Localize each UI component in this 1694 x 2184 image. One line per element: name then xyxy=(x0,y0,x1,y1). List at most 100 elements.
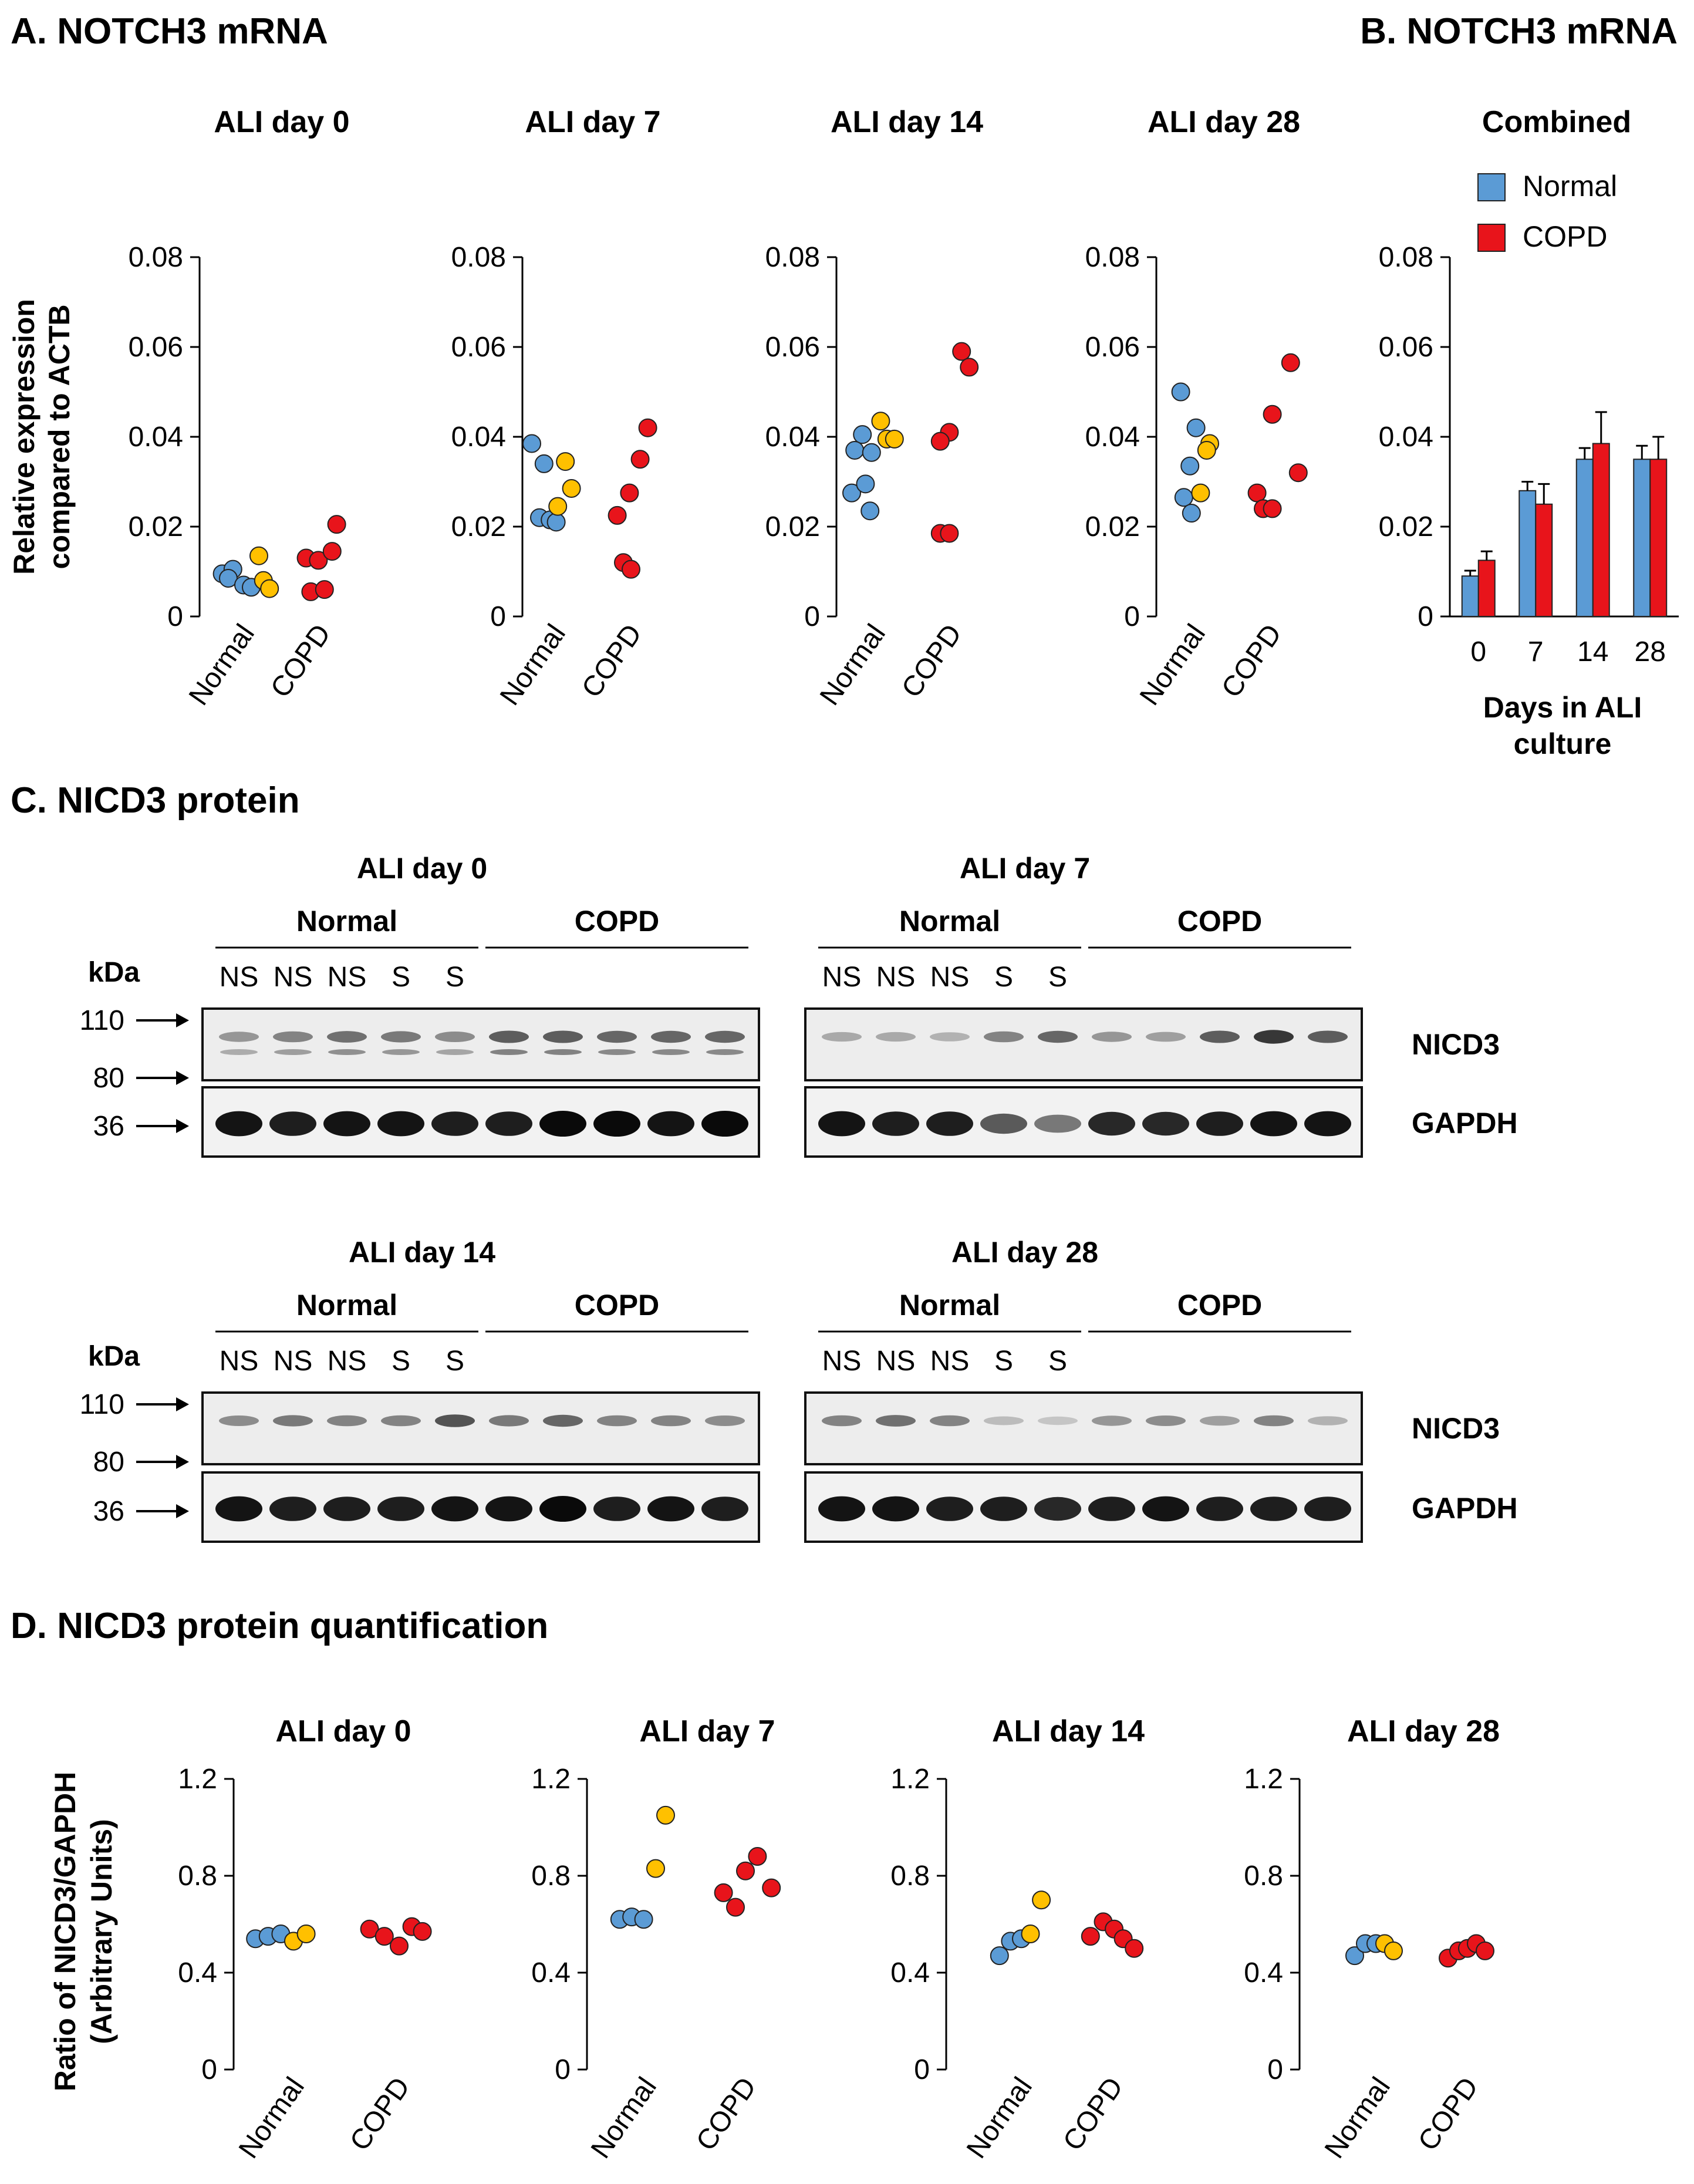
data-point xyxy=(546,513,566,532)
y-tick-label: 0.06 xyxy=(129,332,183,363)
data-point xyxy=(630,450,650,469)
nicd3-membrane xyxy=(804,1007,1363,1081)
kda-marker-label: 36 xyxy=(93,1111,124,1142)
y-tick-label: 0.08 xyxy=(129,242,183,273)
gapdh-band xyxy=(269,1497,316,1521)
y-tick-label: 0 xyxy=(1267,2054,1283,2085)
data-point xyxy=(842,483,861,503)
bar xyxy=(1633,459,1651,617)
gapdh-band xyxy=(980,1113,1027,1134)
cat-copd-label: COPD xyxy=(344,2072,416,2156)
chart-d1: ALI day 0 0 0.4 0.8 1.2 Normal COPD Ratio of NI… xyxy=(49,1714,432,2164)
lane-label: S xyxy=(446,1346,464,1377)
chart-a3: ALI day 14 0 0.02 0.04 0.06 0.08 Normal COPD xyxy=(765,105,984,711)
chart-title: ALI day 7 xyxy=(525,105,660,139)
chart-title: ALI day 14 xyxy=(831,105,983,139)
gapdh-band xyxy=(539,1496,586,1522)
nicd3-band xyxy=(220,1049,258,1055)
nicd3-band xyxy=(435,1414,475,1427)
y-tick-label: 0.02 xyxy=(1379,511,1433,542)
gapdh-band xyxy=(1088,1111,1135,1136)
data-point xyxy=(249,546,268,565)
western-blot: ALI day 7 Normal COPD NS NS NS S S NICD3 GAPDH xyxy=(804,852,1518,1158)
nicd3-band xyxy=(1200,1415,1240,1426)
nicd3-membrane xyxy=(201,1391,760,1465)
chart-b: Combined 0 0.02 0.04 0.06 0.08 0 7 14 28 Days in A… xyxy=(1379,105,1679,760)
blot-title: ALI day 7 xyxy=(960,852,1090,885)
y-tick-label: 0.02 xyxy=(1085,511,1140,542)
y-tick-label: 0 xyxy=(201,2054,217,2085)
y-tick-label: 0.04 xyxy=(1085,422,1140,453)
data-point xyxy=(296,1925,316,1943)
nicd3-band xyxy=(543,1414,583,1427)
data-point xyxy=(309,551,328,570)
gapdh-band xyxy=(1196,1111,1243,1136)
lane-label: S xyxy=(1048,962,1067,993)
y-tick-label: 0.02 xyxy=(451,511,506,542)
y-tick-label: 1.2 xyxy=(890,1764,930,1795)
gapdh-band xyxy=(926,1497,973,1521)
chart-a1: ALI day 0 0 0.02 0.04 0.06 0.08 Normal COPD Rela… xyxy=(8,105,350,711)
lane-label: NS xyxy=(876,1346,916,1377)
nicd3-band xyxy=(274,1049,312,1055)
data-point xyxy=(1281,353,1300,372)
data-point xyxy=(656,1805,675,1825)
y-tick-label: 0.06 xyxy=(765,332,820,363)
chart-d2: ALI day 7 0 0.4 0.8 1.2 Normal COPD xyxy=(531,1714,781,2164)
y-tick-label: 0.4 xyxy=(1244,1957,1283,1988)
data-point xyxy=(1288,463,1308,483)
band-label-gapdh: GAPDH xyxy=(1412,1107,1518,1140)
y-tick-label: 0.02 xyxy=(765,511,820,542)
nicd3-band xyxy=(1038,1030,1078,1043)
data-point xyxy=(1032,1890,1051,1910)
lane-label: NS xyxy=(274,1346,313,1377)
gapdh-band xyxy=(818,1111,865,1137)
cat-copd-label: COPD xyxy=(576,619,648,703)
marker-arrowhead xyxy=(176,1119,189,1133)
marker-arrowhead xyxy=(176,1071,189,1085)
gapdh-band xyxy=(818,1496,865,1522)
gapdh-band xyxy=(323,1497,370,1521)
band-label-gapdh: GAPDH xyxy=(1412,1492,1518,1525)
lane-label: NS xyxy=(220,962,259,993)
kda-header: kDa xyxy=(88,1341,140,1372)
data-point xyxy=(646,1859,665,1878)
data-point xyxy=(556,452,575,471)
nicd3-band xyxy=(381,1415,421,1427)
gapdh-band xyxy=(215,1111,262,1137)
y-tick-label: 1.2 xyxy=(178,1764,217,1795)
group-copd-label: COPD xyxy=(575,1289,659,1322)
nicd3-band xyxy=(1254,1030,1294,1044)
data-point xyxy=(990,1946,1009,1966)
y-tick-label: 0 xyxy=(914,2054,930,2085)
nicd3-band xyxy=(435,1032,475,1042)
bar xyxy=(1575,459,1594,617)
chart-title: Combined xyxy=(1482,105,1631,139)
western-blot: ALI day 28 Normal COPD NS NS NS S S NICD3 GAPDH xyxy=(804,1236,1518,1543)
nicd3-band xyxy=(490,1049,528,1055)
data-point xyxy=(930,432,950,451)
nicd3-band xyxy=(489,1030,529,1043)
lane-label: NS xyxy=(274,962,313,993)
nicd3-band xyxy=(822,1032,862,1042)
nicd3-membrane xyxy=(201,1007,760,1081)
y-tick-label: 0 xyxy=(804,601,820,632)
cat-normal-label: Normal xyxy=(183,619,261,711)
nicd3-band xyxy=(328,1049,366,1055)
gapdh-band xyxy=(539,1111,586,1137)
marker-arrowhead xyxy=(176,1397,189,1411)
lane-label: NS xyxy=(930,962,970,993)
group-normal-label: Normal xyxy=(296,905,397,938)
x-tick-label: 0 xyxy=(1470,636,1486,668)
panel-d-heading: D. NICD3 protein quantification xyxy=(11,1606,548,1646)
data-point xyxy=(1174,488,1193,507)
chart-d4: ALI day 28 0 0.4 0.8 1.2 Normal COPD xyxy=(1244,1714,1500,2164)
kda-marker-label: 110 xyxy=(79,1005,124,1036)
gapdh-band xyxy=(593,1111,640,1137)
bar xyxy=(1477,560,1496,617)
gapdh-band xyxy=(701,1111,748,1137)
nicd3-band xyxy=(597,1030,637,1043)
